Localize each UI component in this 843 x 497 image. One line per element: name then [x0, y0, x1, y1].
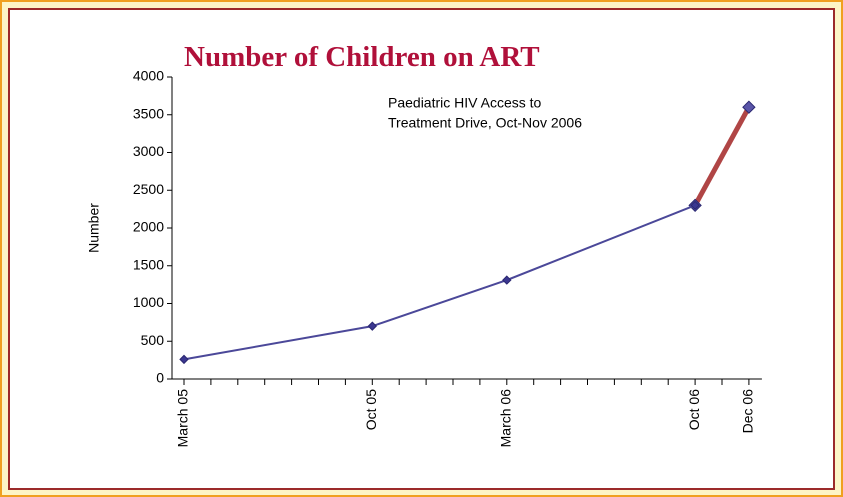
x-tick-label: Oct 05 — [363, 389, 379, 430]
x-tick-label: Oct 06 — [686, 389, 702, 430]
series-line — [692, 105, 752, 207]
point-marker — [742, 100, 756, 114]
x-tick-label: March 06 — [498, 389, 514, 448]
y-tick-label: 1000 — [133, 294, 164, 310]
x-tick-label: March 05 — [175, 389, 191, 448]
x-tick-label: Dec 06 — [740, 389, 756, 434]
y-tick-label: 500 — [141, 332, 165, 348]
y-axis-label: Number — [86, 203, 102, 253]
y-tick-label: 4000 — [133, 68, 164, 84]
y-tick-label: 3000 — [133, 143, 164, 159]
chart-title: Number of Children on ART — [184, 41, 540, 73]
point-marker — [179, 354, 189, 365]
y-tick-label: 1500 — [133, 256, 164, 272]
y-tick-label: 3500 — [133, 105, 164, 121]
series-line — [183, 204, 696, 361]
y-tick-label: 2500 — [133, 181, 164, 197]
y-tick-label: 2000 — [133, 219, 164, 235]
y-tick-label: 0 — [156, 370, 164, 386]
point-marker — [367, 321, 378, 331]
point-marker — [502, 275, 512, 285]
panel — [8, 8, 835, 490]
annotation: Paediatric HIV Access to — [388, 95, 542, 111]
annotation: Treatment Drive, Oct-Nov 2006 — [388, 115, 582, 131]
point-marker — [690, 200, 700, 211]
